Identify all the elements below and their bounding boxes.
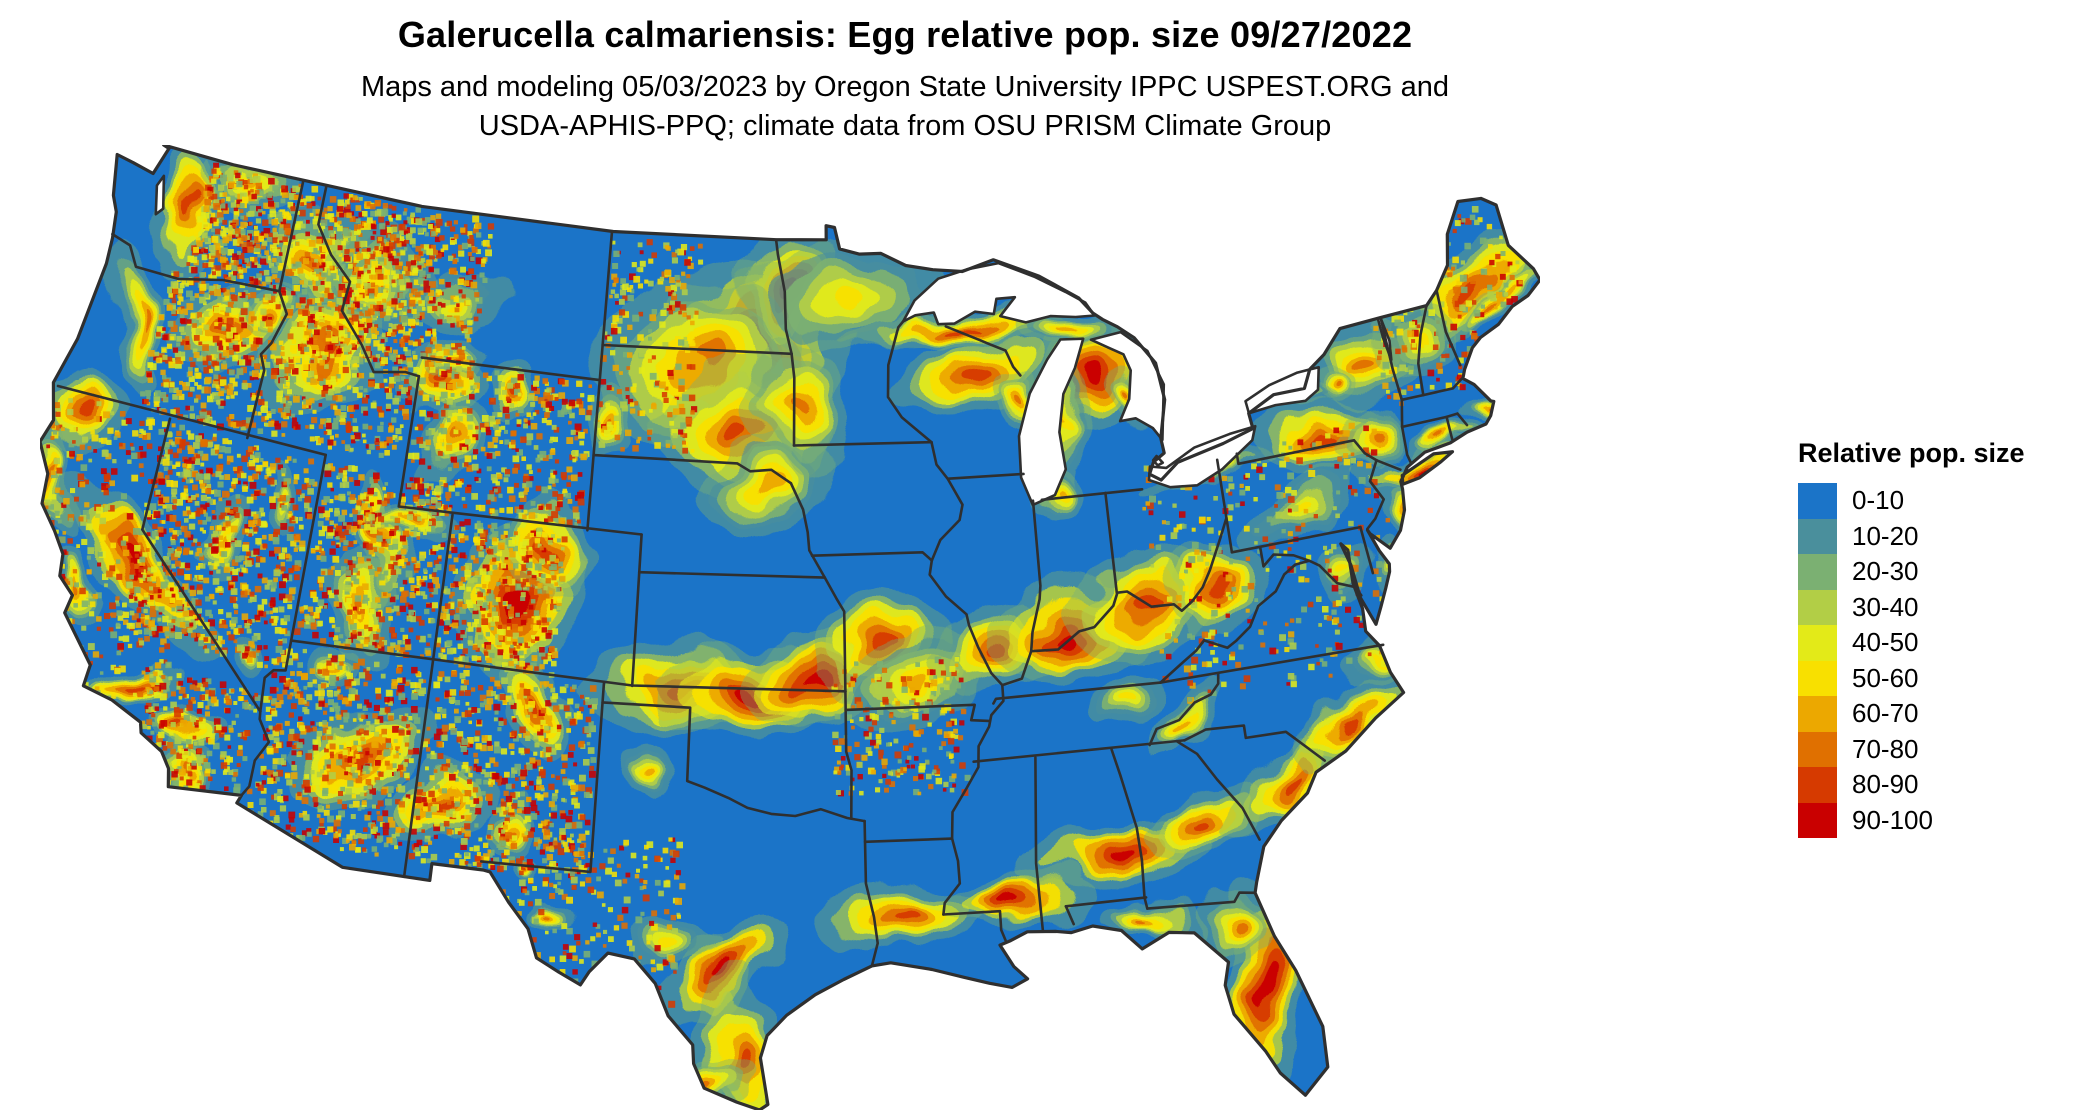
legend-swatch	[1798, 554, 1837, 590]
legend-label: 0-10	[1852, 485, 1905, 516]
hotspot-carolina-coast-north	[1295, 666, 1409, 772]
legend-swatch	[1798, 767, 1837, 803]
legend-row: 80-90	[1798, 767, 2098, 803]
legend-swatch	[1798, 802, 1837, 838]
hotspot-smokies	[1145, 681, 1230, 753]
legend-swatch	[1798, 660, 1837, 696]
legend-row: 20-30	[1798, 554, 2098, 590]
hotspot-maine-coast	[1453, 269, 1538, 342]
legend-swatch	[1798, 483, 1837, 519]
legend-label: 90-100	[1852, 804, 1933, 835]
hotspot-ga-fall-line-east	[1145, 790, 1259, 861]
us-heatmap-map	[40, 145, 1540, 1110]
legend-swatch	[1798, 518, 1837, 554]
us-map-svg	[40, 145, 1540, 1110]
legend-swatch	[1798, 589, 1837, 625]
legend-row: 90-100	[1798, 802, 2098, 838]
header: Galerucella calmariensis: Egg relative p…	[130, 14, 1680, 146]
legend-items: 0-10 10-20 20-30 30-40 40-50 50-60 60-70 70-80 8…	[1798, 483, 2098, 838]
hotspot-buffalo-ridge	[753, 332, 848, 477]
legend-row: 70-80	[1798, 731, 2098, 767]
map-title: Galerucella calmariensis: Egg relative p…	[397, 14, 1413, 55]
legend-row: 30-40	[1798, 589, 2098, 625]
national-outline	[40, 145, 1540, 1110]
state-borders	[56, 180, 1469, 968]
legend-row: 0-10	[1798, 483, 2098, 519]
hotspot-balcones-texas	[646, 922, 782, 1030]
legend-label: 70-80	[1852, 733, 1919, 764]
hotspot-west-virginia	[1161, 537, 1275, 636]
hotspot-pennsylvania-ridges	[1242, 466, 1363, 545]
legend-label: 10-20	[1852, 520, 1919, 551]
hotspot-florida-north	[1192, 895, 1272, 960]
legend-label: 30-40	[1852, 591, 1919, 622]
legend-swatch	[1798, 625, 1837, 661]
legend: Relative pop. size 0-10 10-20 20-30 30-40 40…	[1798, 438, 2098, 838]
legend-title: Relative pop. size	[1798, 438, 2025, 468]
legend-row: 60-70	[1798, 696, 2098, 732]
legend-label: 20-30	[1852, 556, 1919, 587]
hotspot-upper-peninsula-east	[1013, 309, 1120, 346]
hotspot-florida-panhandle	[1095, 899, 1202, 937]
hotspot-caprock	[627, 742, 671, 806]
raster-layer	[40, 145, 1540, 1110]
legend-swatch	[1798, 696, 1837, 732]
legend-label: 50-60	[1852, 662, 1919, 693]
legend-swatch	[1798, 731, 1837, 767]
legend-row: 40-50	[1798, 625, 2098, 661]
subtitle-line-2: USDA-APHIS-PPQ; climate data from OSU PR…	[478, 110, 1332, 142]
hotspot-edwards-plateau	[629, 917, 714, 965]
legend-label: 80-90	[1852, 769, 1919, 800]
legend-row: 10-20	[1798, 518, 2098, 554]
legend-row: 50-60	[1798, 660, 2098, 696]
hotspot-spring-mountains	[220, 633, 258, 681]
legend-label: 40-50	[1852, 627, 1919, 658]
map-subtitle: Maps and modeling 05/03/2023 by Oregon S…	[130, 68, 1680, 146]
subtitle-line-1: Maps and modeling 05/03/2023 by Oregon S…	[360, 71, 1450, 103]
legend-label: 60-70	[1852, 698, 1919, 729]
